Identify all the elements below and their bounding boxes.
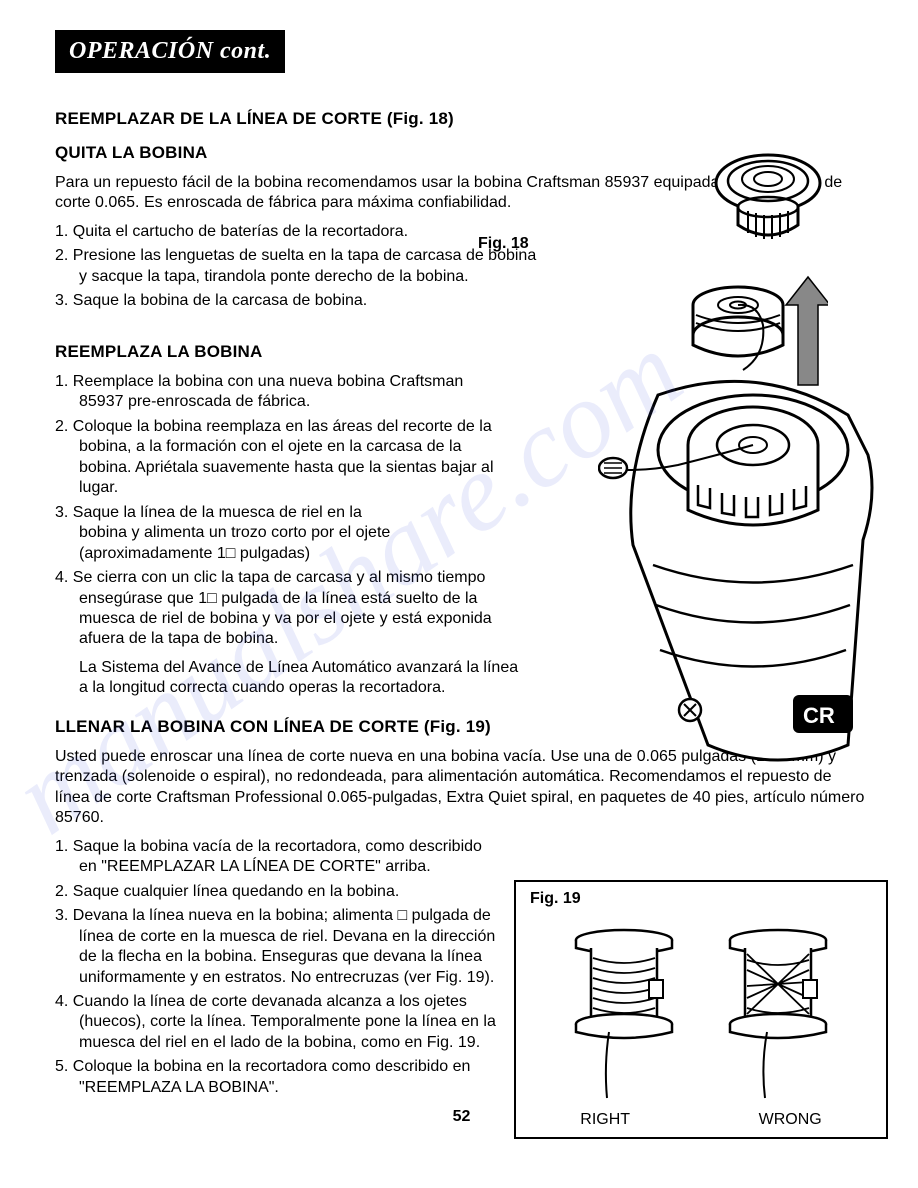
list-item: 3. Saque la bobina de la carcasa de bobi… [55,291,545,311]
list-item: 2. Saque cualquier línea quedando en la … [55,882,500,902]
list-item: 2. Presione las lenguetas de suelta en l… [55,246,545,287]
section1-title: REEMPLAZAR DE LA LÍNEA DE CORTE (Fig. 18… [55,109,868,129]
fig18-label: Fig. 18 [478,235,529,253]
fig19-right-spool-icon [549,920,699,1100]
list-item: 1. Reemplace la bobina con una nueva bob… [55,372,500,413]
fig19-wrong-label: WRONG [759,1111,822,1129]
fig19-wrong-spool-icon [703,920,853,1100]
fig18-cap-icon [708,145,828,255]
list-item: 4. Se cierra con un clic la tapa de carc… [55,568,499,650]
list-item: 4. Cuando la línea de corte devanada alc… [55,992,500,1053]
list-item: 5. Coloque la bobina en la recortadora c… [55,1057,500,1098]
section2-trailing: La Sistema del Avance de Línea Automátic… [79,658,519,699]
list-item: 1. Saque la bobina vacía de la recortado… [55,837,500,878]
list-item: 3. Saque la línea de la muesca de riel e… [55,503,409,564]
section1-list: 1. Quita el cartucho de baterías de la r… [55,222,545,312]
svg-text:CR: CR [803,703,835,728]
list-item: 2. Coloque la bobina reemplaza en las ár… [55,417,500,499]
fig18-trimmer-icon: CR [598,365,908,765]
list-item: 3. Devana la línea nueva en la bobina; a… [55,906,500,988]
fig19-right-label: RIGHT [580,1111,630,1129]
figure-19: Fig. 19 [514,880,888,1139]
section3-list: 1. Saque la bobina vacía de la recortado… [55,837,500,1099]
figure-18: Fig. 18 [518,145,888,765]
list-item: 1. Quita el cartucho de baterías de la r… [55,222,545,242]
fig19-label: Fig. 19 [530,890,581,908]
section2-list: 1. Reemplace la bobina con una nueva bob… [55,372,500,650]
header-badge: OPERACIÓN cont. [55,30,285,73]
